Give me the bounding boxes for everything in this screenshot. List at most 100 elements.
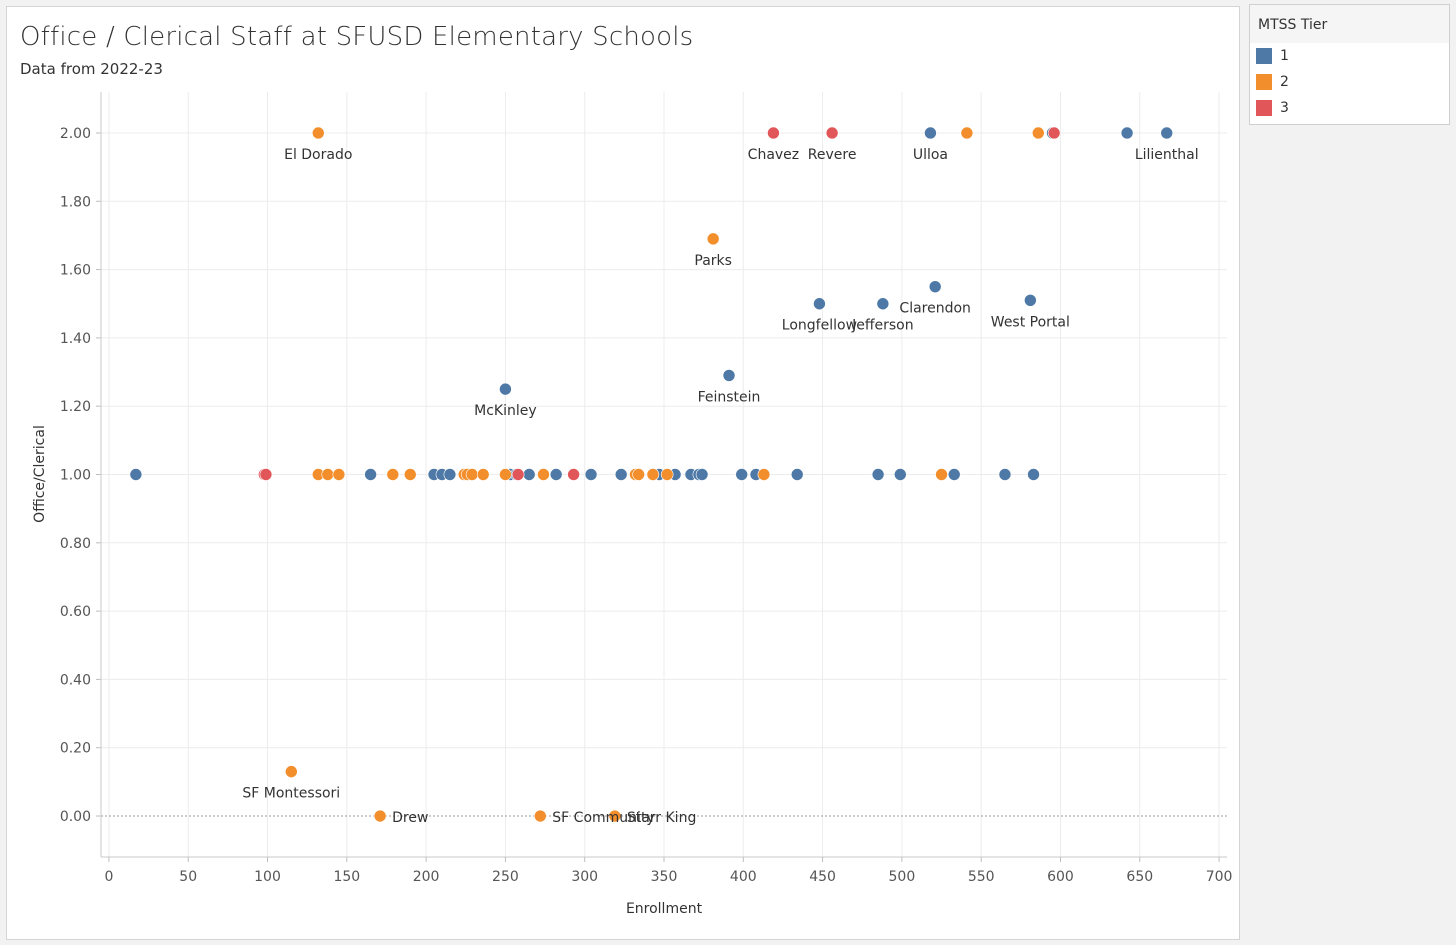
x-tick-label: 550 [968, 869, 995, 885]
data-point-tier-1 [735, 468, 749, 481]
data-point-tier-1 [1160, 126, 1174, 140]
legend-label: 2 [1280, 74, 1289, 90]
data-point-tier-1 [1024, 294, 1037, 307]
x-tick-label: 450 [809, 869, 836, 885]
legend-item-tier-1[interactable]: 1 [1250, 43, 1449, 69]
data-point-tier-1 [443, 468, 457, 481]
y-tick-label: 0.00 [60, 809, 91, 825]
legend-label: 3 [1280, 100, 1289, 116]
x-tick-label: 250 [492, 869, 519, 885]
data-point-tier-1 [924, 126, 937, 140]
data-point-tier-1 [614, 468, 628, 481]
data-point-tier-2 [311, 126, 325, 140]
y-tick-label: 1.40 [60, 331, 91, 347]
data-point-tier-2 [646, 468, 660, 481]
data-point-tier-3 [1047, 126, 1061, 140]
data-point-tier-2 [321, 468, 335, 481]
data-label: SF Montessori [242, 786, 340, 802]
data-point-tier-2 [660, 468, 674, 481]
data-label: Drew [392, 810, 428, 826]
data-point-tier-2 [476, 468, 490, 481]
x-tick-label: 50 [179, 869, 197, 885]
data-point-tier-2 [499, 468, 512, 481]
y-tick-label: 0.20 [60, 741, 91, 757]
data-label: SF Community [552, 810, 654, 826]
data-point-tier-2 [537, 468, 550, 481]
data-point-tier-3 [767, 126, 780, 140]
data-point-tier-2 [403, 468, 417, 481]
x-tick-label: 0 [104, 869, 113, 885]
x-tick-label: 400 [730, 869, 757, 885]
y-tick-label: 2.00 [60, 126, 91, 142]
data-label: Clarendon [899, 301, 971, 317]
data-point-tier-1 [584, 468, 598, 481]
data-point-tier-2 [332, 468, 346, 481]
data-label: Ulloa [913, 147, 948, 163]
data-point-tier-1 [998, 468, 1012, 481]
data-point-tier-2 [960, 126, 974, 140]
x-tick-label: 350 [651, 869, 678, 885]
data-label: El Dorado [284, 147, 352, 163]
data-label: Starr King [627, 810, 697, 826]
data-point-tier-1 [876, 297, 890, 311]
data-point-tier-1 [928, 280, 942, 293]
x-tick-label: 500 [889, 869, 916, 885]
y-tick-label: 0.60 [60, 604, 91, 620]
data-point-tier-2 [465, 468, 479, 481]
legend: MTSS Tier 1 2 3 [1249, 4, 1450, 125]
data-point-tier-1 [364, 468, 377, 481]
legend-swatch [1256, 100, 1272, 116]
data-point-tier-3 [825, 126, 839, 140]
data-point-tier-2 [632, 468, 645, 481]
scatter-plot: 0 50 100 150 200 250 300 350 400 450 500 550 600 650 7… [32, 92, 1233, 917]
data-point-tier-2 [757, 468, 771, 481]
x-tick-label: 600 [1047, 869, 1074, 885]
data-point-tier-1 [790, 468, 804, 481]
data-point-tier-1 [1027, 468, 1040, 481]
data-point-tier-2 [608, 809, 622, 823]
data-point-tier-2 [386, 468, 400, 481]
x-tick-label: 100 [254, 869, 281, 885]
data-point-tier-1 [549, 468, 563, 481]
data-point-tier-2 [373, 809, 387, 823]
x-tick-label: 200 [413, 869, 440, 885]
legend-title: MTSS Tier [1250, 5, 1449, 43]
legend-swatch [1256, 48, 1272, 64]
data-label: West Portal [991, 314, 1070, 330]
y-tick-label: 1.80 [60, 194, 91, 210]
data-point-tier-2 [935, 468, 948, 481]
x-tick-label: 300 [571, 869, 598, 885]
data-point-tier-2 [1031, 126, 1045, 140]
data-point-tier-3 [567, 468, 580, 481]
data-point-tier-1 [813, 297, 826, 311]
data-point-tier-2 [533, 809, 547, 823]
y-tick-label: 1.20 [60, 399, 91, 415]
data-point-tier-1 [947, 468, 961, 481]
data-point-tier-1 [722, 369, 736, 382]
data-label: Lilienthal [1135, 147, 1199, 163]
data-label: Jefferson [851, 318, 914, 334]
data-point-tier-1 [894, 468, 907, 481]
data-point-tier-2 [285, 765, 298, 778]
data-label: Parks [694, 253, 732, 269]
x-axis-label: Enrollment [626, 901, 703, 917]
data-point-tier-1 [695, 468, 709, 481]
y-tick-label: 0.80 [60, 536, 91, 552]
x-tick-label: 700 [1206, 869, 1233, 885]
data-point-tier-3 [259, 468, 273, 481]
y-axis-label: Office/Clerical [32, 425, 48, 523]
y-tick-label: 0.40 [60, 672, 91, 688]
data-point-tier-1 [129, 468, 143, 481]
data-label: Feinstein [698, 389, 761, 405]
data-point-tier-1 [871, 468, 885, 481]
x-tick-label: 650 [1126, 869, 1153, 885]
axes: 0 50 100 150 200 250 300 350 400 450 500 550 600 650 7… [60, 92, 1233, 885]
data-points [129, 126, 1174, 823]
legend-item-tier-2[interactable]: 2 [1250, 69, 1449, 95]
legend-label: 1 [1280, 48, 1289, 64]
legend-item-tier-3[interactable]: 3 [1250, 95, 1449, 121]
x-tick-label: 150 [333, 869, 360, 885]
legend-swatch [1256, 74, 1272, 90]
chart-subtitle: Data from 2022-23 [20, 60, 163, 78]
data-point-tier-1 [1120, 126, 1134, 140]
